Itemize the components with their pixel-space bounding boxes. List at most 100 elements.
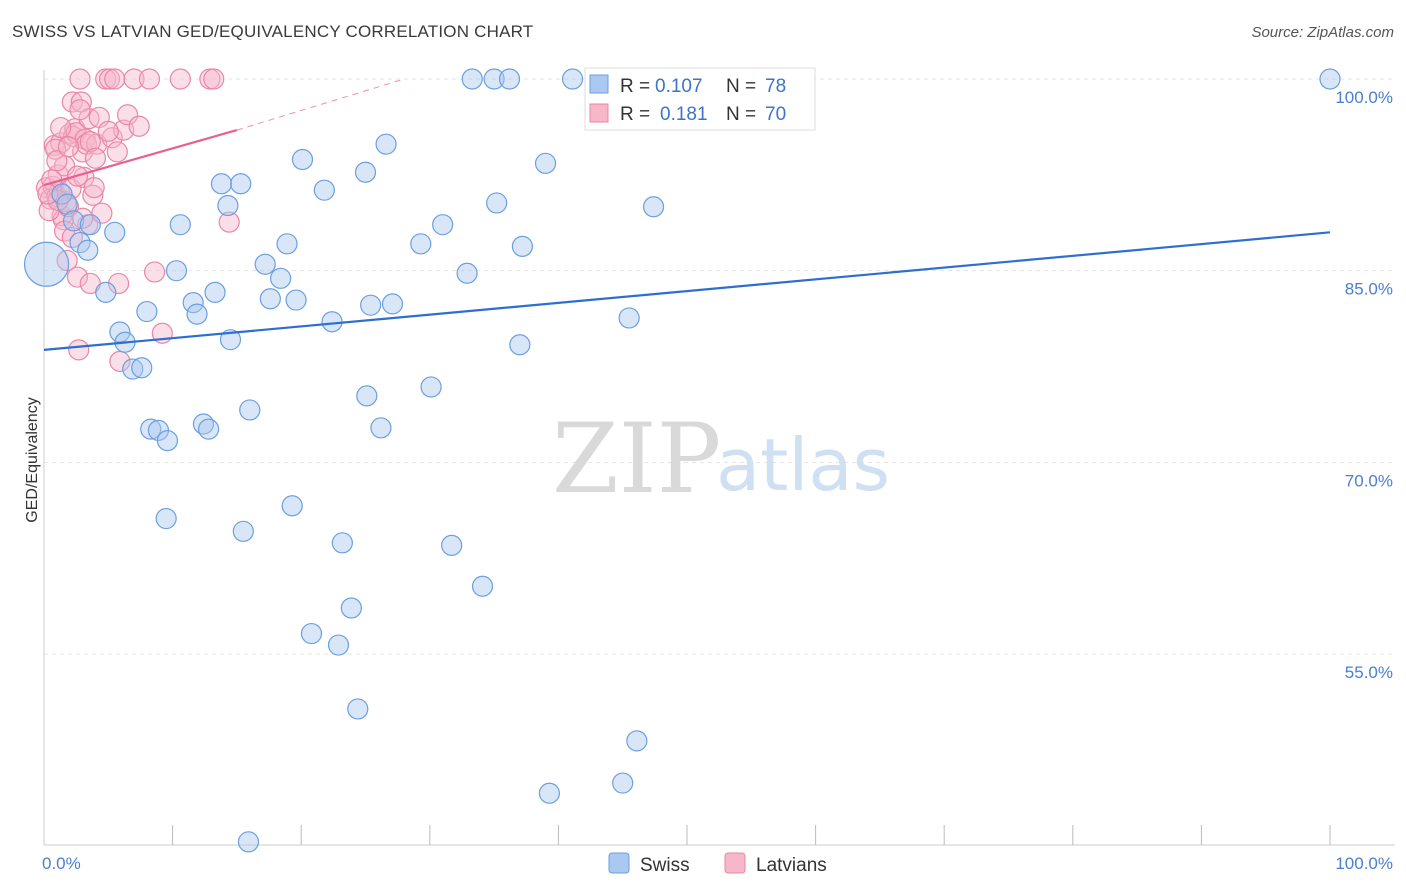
swiss-point: [618, 307, 640, 329]
latvians-trend-extension: [236, 78, 405, 131]
swiss-point: [441, 534, 463, 556]
series-legend: Swiss Latvians: [608, 852, 827, 876]
swiss-point: [626, 730, 648, 752]
swiss-point: [198, 418, 220, 440]
swiss-point: [498, 68, 521, 90]
swiss-point: [62, 210, 85, 232]
latvians-point: [84, 147, 107, 169]
swiss-point: [321, 311, 343, 333]
legend-r-value-swiss: 0.107: [655, 76, 703, 97]
swiss-point: [104, 221, 126, 243]
latvians-point: [69, 99, 91, 121]
latvians-point: [143, 261, 166, 283]
legend-item-swiss: Swiss: [640, 855, 690, 876]
swiss-point: [281, 495, 303, 517]
latvians-point: [69, 68, 91, 90]
latvians-point: [97, 120, 119, 142]
swiss-point: [182, 292, 204, 314]
legend-swatch-latvians: [589, 103, 609, 123]
swiss-point: [420, 376, 442, 398]
swiss-point: [486, 192, 508, 214]
swiss-point: [165, 260, 188, 282]
latvians-point: [104, 68, 126, 90]
y-tick-label: 100.0%: [1335, 88, 1393, 107]
axes: [43, 70, 1395, 846]
swiss-point: [375, 133, 397, 155]
swiss-point: [300, 622, 323, 645]
legend-swatch-latvians: [724, 852, 746, 874]
swiss-point: [327, 634, 350, 656]
swiss-point: [204, 281, 226, 303]
swiss-point: [237, 831, 260, 853]
swiss-point: [254, 253, 276, 275]
swiss-point: [509, 334, 531, 356]
swiss-point: [340, 597, 362, 619]
swiss-point: [77, 239, 99, 261]
latvians-point: [203, 68, 225, 90]
swiss-point: [331, 532, 353, 554]
swiss-point: [471, 575, 494, 597]
swiss-point: [210, 173, 233, 195]
x-tick-label: 100.0%: [1335, 854, 1393, 873]
swiss-point: [642, 196, 665, 218]
swiss-point: [136, 300, 158, 323]
swiss-point: [276, 233, 298, 255]
swiss-point: [347, 698, 369, 720]
latvians-point: [66, 266, 89, 288]
swiss-point: [217, 194, 239, 217]
y-tick-label: 85.0%: [1345, 280, 1393, 299]
correlation-legend: R = 0.107 N = 78 R = 0.181 N = 70: [584, 67, 816, 131]
legend-n-value-latvians: 70: [765, 104, 786, 125]
source-label: Source: ZipAtlas.com: [1251, 24, 1394, 41]
latvians-point: [82, 184, 104, 206]
legend-r-label: R =: [620, 76, 650, 97]
swiss-point: [381, 293, 404, 315]
latvians-point: [83, 177, 105, 199]
latvians-point: [169, 68, 191, 90]
latvians-point: [44, 138, 67, 160]
swiss-point: [354, 161, 377, 183]
swiss-point: [538, 782, 560, 804]
swiss-point: [51, 183, 73, 205]
swiss-point: [370, 417, 392, 439]
swiss-point: [360, 294, 382, 316]
swiss-point: [232, 520, 254, 542]
legend-n-label: N =: [726, 104, 756, 125]
latvians-point: [98, 68, 121, 90]
swiss-point: [239, 399, 261, 421]
legend-item-latvians: Latvians: [756, 855, 827, 876]
swiss-point: [156, 430, 179, 452]
latvians-point: [101, 127, 123, 149]
swiss-point: [219, 329, 242, 351]
watermark-zip: ZIP: [552, 403, 721, 515]
latvians-point: [68, 339, 90, 361]
swiss-point: [483, 68, 505, 90]
latvians-point: [91, 202, 113, 224]
latvians-point: [50, 116, 72, 139]
swiss-point: [410, 233, 432, 255]
latvians-point: [116, 104, 139, 126]
swiss-point: [1319, 68, 1341, 90]
latvians-point: [107, 272, 130, 295]
grid-lines: [44, 78, 1392, 655]
swiss-point: [56, 193, 78, 215]
swiss-point: [69, 231, 91, 254]
chart-title: SWISS VS LATVIAN GED/EQUIVALENCY CORRELA…: [12, 22, 534, 41]
latvians-point: [57, 136, 80, 158]
legend-r-value-latvians: 0.181: [660, 104, 708, 125]
legend-box: [584, 67, 816, 131]
latvians-point: [106, 141, 128, 163]
swiss-point: [313, 179, 335, 201]
swiss-point: [456, 262, 478, 284]
y-tick-label: 70.0%: [1345, 471, 1393, 490]
swiss-points: [23, 68, 1341, 853]
trend-lines: [43, 78, 1331, 351]
swiss-point: [23, 241, 70, 287]
swiss-point: [461, 68, 483, 90]
legend-n-value-swiss: 78: [765, 76, 786, 97]
swiss-point: [169, 214, 191, 236]
swiss-point: [511, 235, 533, 257]
swiss-point: [432, 214, 454, 236]
legend-swatch-swiss: [589, 74, 609, 94]
